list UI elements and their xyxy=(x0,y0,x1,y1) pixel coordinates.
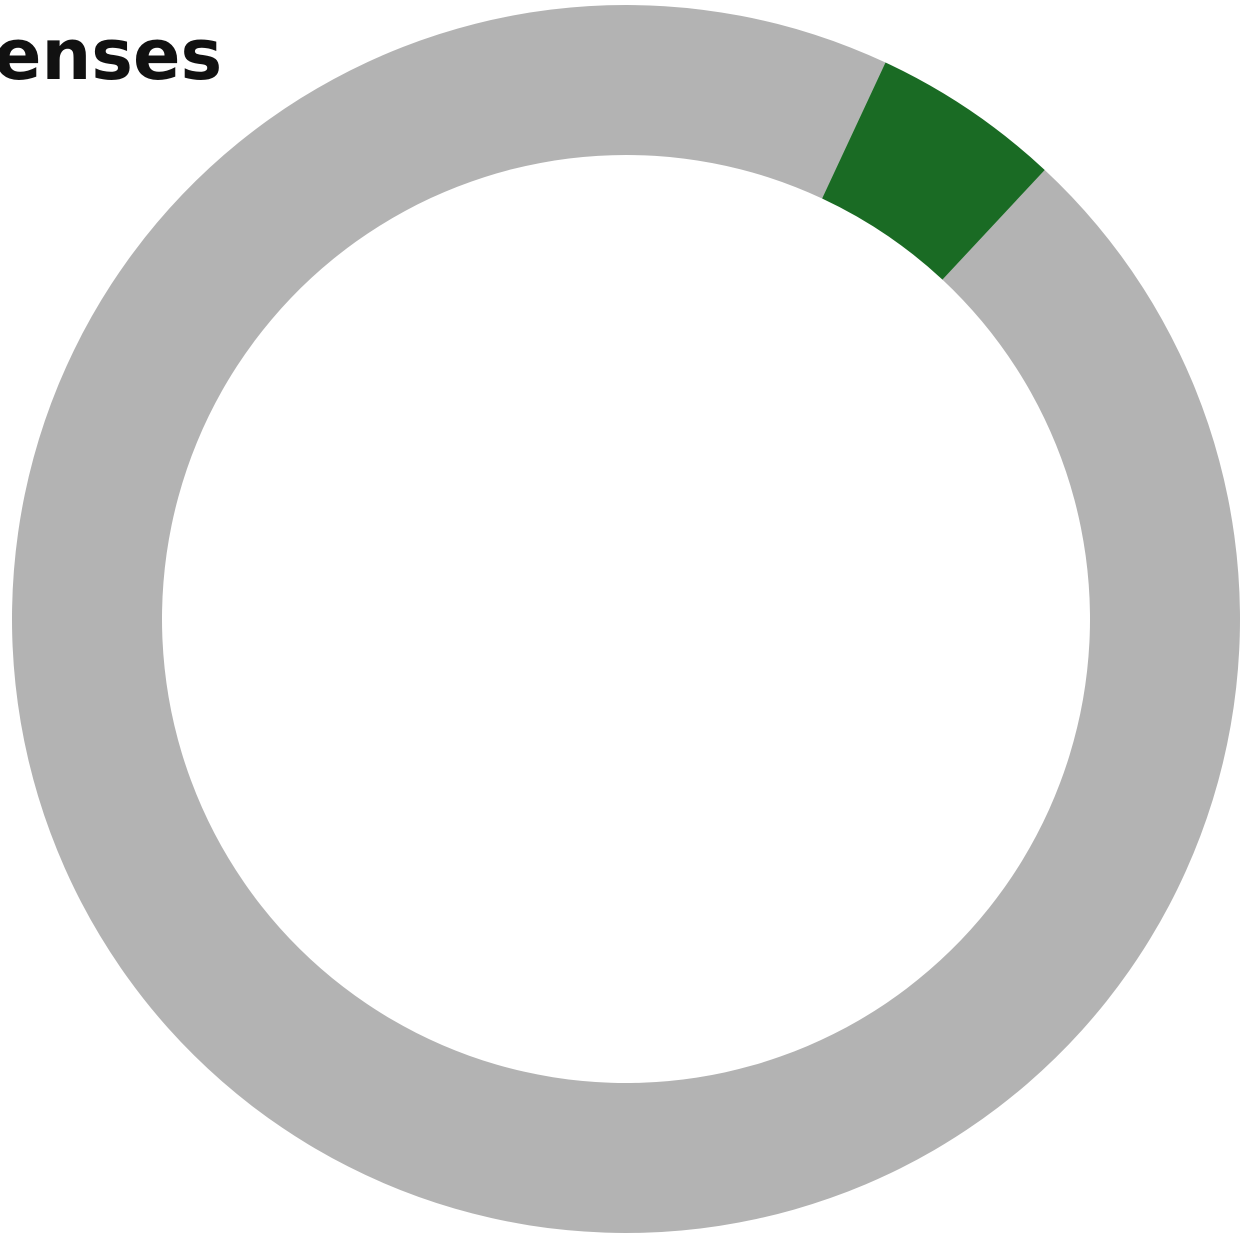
donut-slices xyxy=(12,5,1240,1233)
chart-title: enses xyxy=(0,14,223,96)
donut-slice-2 xyxy=(822,62,1045,280)
donut-slice-1 xyxy=(12,5,1240,1233)
